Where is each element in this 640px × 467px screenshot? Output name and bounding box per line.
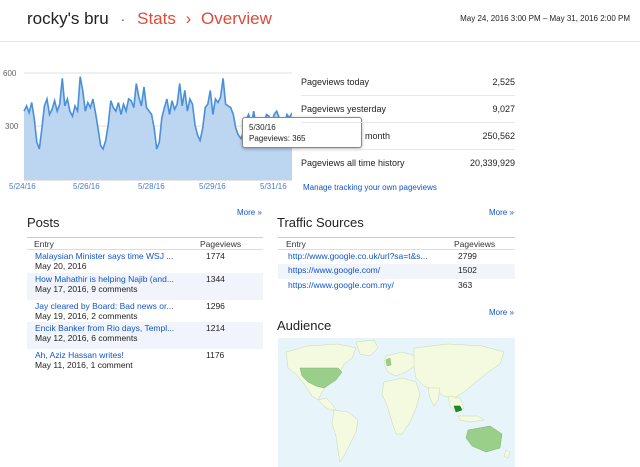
post-title-link[interactable]: Malaysian Minister says time WSJ ...	[35, 251, 174, 261]
post-pageviews: 1214	[206, 323, 225, 333]
breadcrumb-stats[interactable]: Stats	[137, 9, 176, 28]
header: rocky's bru · Stats › Overview May 24, 2…	[0, 0, 640, 42]
stat-label: Pageviews today	[301, 76, 370, 87]
traffic-more-link[interactable]: More »	[489, 208, 514, 217]
table-row: http://www.google.co.uk/url?sa=t&s... 27…	[278, 250, 515, 264]
stat-row-yesterday: Pageviews yesterday 9,027	[301, 95, 515, 122]
traffic-source-link[interactable]: http://www.google.co.uk/url?sa=t&s...	[288, 251, 428, 261]
x-tick-label: 5/31/16	[260, 182, 287, 191]
post-title-link[interactable]: How Mahathir is helping Najib (and...	[35, 274, 174, 284]
map-region-greenland	[355, 339, 379, 357]
stat-label: month	[365, 131, 391, 141]
post-meta: May 19, 2016, 2 comments	[35, 311, 138, 321]
pageviews-chart-svg: 600 300 5/24/16 5/26/16 5/28/16 5/29/16 …	[3, 69, 292, 191]
post-title-link[interactable]: Ah, Aziz Hassan writes!	[35, 350, 124, 360]
table-row: https://www.google.com.my/ 363	[278, 279, 515, 293]
post-pageviews: 1176	[206, 350, 225, 360]
post-meta: May 17, 2016, 9 comments	[35, 284, 138, 294]
table-row: How Mahathir is helping Najib (and... Ma…	[27, 273, 263, 300]
x-tick-label: 5/26/16	[73, 182, 100, 191]
column-entry: Entry	[34, 238, 54, 249]
posts-table: Entry Pageviews Malaysian Minister says …	[27, 237, 263, 373]
column-entry: Entry	[286, 238, 306, 249]
map-region-central-america	[317, 397, 337, 411]
column-pageviews: Pageviews	[454, 238, 496, 249]
table-row: Malaysian Minister says time WSJ ... May…	[27, 250, 263, 273]
table-row: Encik Banker from Rio days, Templ... May…	[27, 322, 263, 349]
date-range[interactable]: May 24, 2016 3:00 PM – May 31, 2016 2:00…	[460, 14, 630, 23]
audience-title: Audience	[277, 318, 332, 333]
stat-label: Pageviews yesterday	[301, 104, 387, 114]
breadcrumb: rocky's bru · Stats › Overview	[27, 9, 272, 29]
post-pageviews: 1344	[206, 274, 225, 284]
x-tick-label: 5/28/16	[138, 182, 165, 191]
map-region-usa	[299, 367, 343, 389]
post-meta: May 11, 2016, 1 comment	[35, 360, 133, 370]
tooltip-date: 5/30/16	[249, 123, 276, 132]
table-row: Jay cleared by Board: Bad news or... May…	[27, 300, 263, 322]
posts-more-link[interactable]: More »	[237, 208, 262, 217]
map-region-europe	[383, 351, 417, 377]
traffic-title: Traffic Sources	[277, 215, 364, 230]
pageviews-chart[interactable]: 600 300 5/24/16 5/26/16 5/28/16 5/29/16 …	[0, 62, 292, 194]
page-title: Overview	[201, 9, 272, 28]
posts-table-header: Entry Pageviews	[27, 237, 263, 250]
map-region-africa	[381, 377, 421, 435]
traffic-pageviews: 363	[458, 280, 473, 290]
stat-label: Pageviews all time history	[301, 158, 405, 168]
stat-value: 250,562	[482, 131, 515, 141]
traffic-table: Entry Pageviews http://www.google.co.uk/…	[278, 237, 515, 293]
traffic-table-header: Entry Pageviews	[278, 237, 515, 250]
map-region-india	[427, 387, 441, 407]
stat-row-today: Pageviews today 2,525	[301, 68, 515, 95]
map-region-new-zealand	[503, 449, 511, 459]
table-row: Ah, Aziz Hassan writes! May 11, 2016, 1 …	[27, 349, 263, 373]
tooltip-value: Pageviews: 365	[249, 134, 306, 143]
map-region-south-america	[331, 409, 359, 463]
breadcrumb-separator: ·	[120, 11, 126, 28]
post-title-link[interactable]: Jay cleared by Board: Bad news or...	[35, 301, 174, 311]
posts-title: Posts	[27, 215, 60, 230]
traffic-source-link[interactable]: https://www.google.com.my/	[288, 280, 394, 290]
post-meta: May 20, 2016	[35, 261, 87, 271]
stat-value: 9,027	[492, 104, 515, 114]
manage-tracking-link[interactable]: Manage tracking your own pageviews	[303, 183, 437, 192]
post-pageviews: 1296	[206, 301, 225, 311]
stat-row-all-time: Pageviews all time history 20,339,929	[301, 149, 515, 176]
stat-value: 2,525	[492, 76, 515, 87]
y-tick-label: 600	[3, 69, 17, 78]
traffic-more-link-bottom[interactable]: More »	[489, 308, 514, 317]
stat-value: 20,339,929	[469, 158, 515, 168]
stat-row-month: month 250,562	[301, 122, 515, 149]
x-tick-label: 5/24/16	[9, 182, 36, 191]
map-region-malaysia	[453, 405, 463, 413]
map-region-australia	[465, 425, 503, 453]
post-title-link[interactable]: Encik Banker from Rio days, Templ...	[35, 323, 175, 333]
audience-world-map[interactable]	[278, 338, 515, 467]
stats-summary: Pageviews today 2,525 Pageviews yesterda…	[301, 68, 515, 176]
world-map-svg	[285, 339, 511, 463]
column-pageviews: Pageviews	[200, 238, 242, 249]
blog-name[interactable]: rocky's bru	[27, 9, 109, 28]
map-region-indonesia	[457, 415, 485, 423]
table-row: https://www.google.com/ 1502	[278, 264, 515, 279]
map-region-uk	[385, 357, 392, 367]
traffic-source-link[interactable]: https://www.google.com/	[288, 265, 381, 275]
breadcrumb-arrow: ›	[185, 9, 192, 28]
y-tick-label: 300	[5, 122, 19, 131]
post-meta: May 12, 2016, 6 comments	[35, 333, 138, 343]
traffic-pageviews: 1502	[458, 265, 477, 275]
traffic-pageviews: 2799	[458, 251, 477, 261]
map-region-asia	[413, 343, 505, 399]
post-pageviews: 1774	[206, 251, 225, 261]
x-tick-label: 5/29/16	[199, 182, 226, 191]
